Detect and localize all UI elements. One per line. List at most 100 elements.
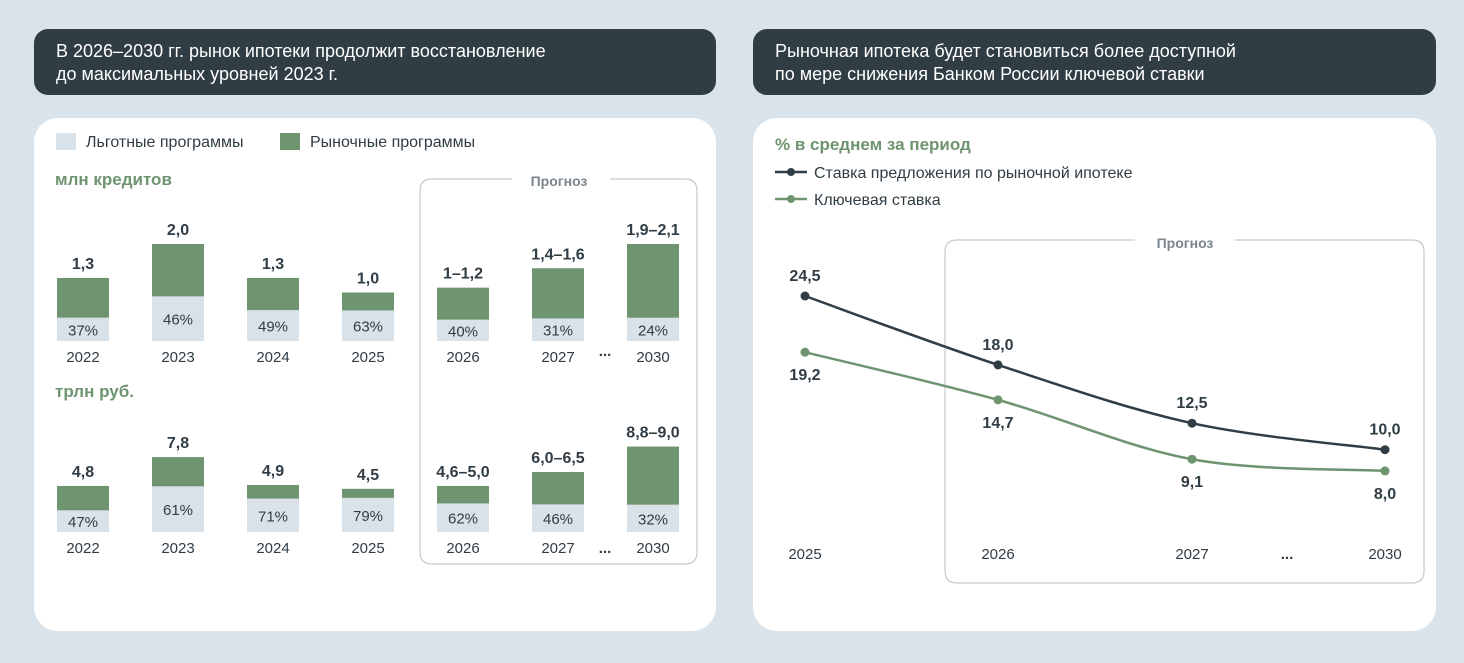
volume-bar-subsidized-2030 xyxy=(627,504,679,532)
series-2-label-2025: 19,2 xyxy=(789,367,820,384)
bar-charts-card: Льготные программы Рыночные программы Прог… xyxy=(34,118,716,631)
series-1-point-2030 xyxy=(1380,445,1390,455)
loans-total-label-2025: 1,0 xyxy=(357,271,379,288)
loans-bar-market-2026 xyxy=(437,287,489,320)
loans-share-label-2026: 40% xyxy=(448,323,478,340)
series-1-point-2027 xyxy=(1187,418,1197,428)
volume-ellipsis: ... xyxy=(599,540,612,557)
line-tick-2025: 2025 xyxy=(788,546,821,563)
line-forecast-label-bg xyxy=(1135,231,1235,249)
volume-bar-subsidized-2026 xyxy=(437,503,489,532)
volume-tick-2025: 2025 xyxy=(351,540,384,557)
volume-bar-subsidized-2022 xyxy=(57,510,109,532)
volume-bar-subsidized-2024 xyxy=(247,498,299,532)
series-1-label-2026: 18,0 xyxy=(982,337,1013,354)
loans-bar-market-2023 xyxy=(152,244,204,297)
series-2-label-2027: 9,1 xyxy=(1181,474,1203,491)
loans-tick-2023: 2023 xyxy=(161,349,194,366)
loans-total-label-2022: 1,3 xyxy=(72,256,94,273)
volume-tick-2024: 2024 xyxy=(256,540,289,557)
volume-bar-subsidized-2025 xyxy=(342,497,394,532)
volume-bar-market-2024 xyxy=(247,484,299,499)
line-forecast-label: Прогноз xyxy=(1157,235,1214,251)
series-1-label-2027: 12,5 xyxy=(1176,395,1207,412)
volume-bar-market-2026 xyxy=(437,485,489,504)
series-line-2 xyxy=(804,350,1386,473)
volume-share-label-2022: 47% xyxy=(68,514,98,531)
series-2-label-2030: 8,0 xyxy=(1374,486,1396,503)
legend-marker-2 xyxy=(787,195,795,203)
volume-bar-market-2030 xyxy=(627,446,679,505)
legend-swatch-subsidized xyxy=(56,133,76,150)
legend-label-1: Ставка предложения по рыночной ипотеке xyxy=(814,165,1133,182)
series-1-point-2025 xyxy=(800,291,810,301)
loans-ellipsis: ... xyxy=(599,343,612,360)
volume-share-label-2026: 62% xyxy=(448,511,478,528)
volume-share-label-2030: 32% xyxy=(638,511,668,528)
loans-total-label-2030: 1,9–2,1 xyxy=(626,222,679,239)
loans-tick-2022: 2022 xyxy=(66,349,99,366)
left-header-line-1: В 2026–2030 гг. рынок ипотеки продолжит … xyxy=(56,41,546,61)
line-chart-svg: % в среднем за период Ставка предложения … xyxy=(775,135,1425,584)
loans-share-label-2024: 49% xyxy=(258,319,288,336)
line-ellipsis: ... xyxy=(1281,546,1294,563)
legend-swatch-market xyxy=(280,133,300,150)
volume-tick-2023: 2023 xyxy=(161,540,194,557)
loans-share-label-2025: 63% xyxy=(353,319,383,336)
forecast-label: Прогноз xyxy=(531,173,588,189)
left-header-line-2: до максимальных уровней 2023 г. xyxy=(56,64,338,84)
legend-label-subsidized: Льготные программы xyxy=(86,134,243,151)
series-line-1 xyxy=(804,294,1386,451)
loans-bar-market-2027 xyxy=(532,268,584,319)
volume-total-label-2030: 8,8–9,0 xyxy=(626,425,679,442)
loans-bar-market-2030 xyxy=(627,244,679,318)
right-header-line-2: по мере снижения Банком России ключевой … xyxy=(775,64,1205,84)
volume-title: трлн руб. xyxy=(55,382,134,401)
volume-tick-2022: 2022 xyxy=(66,540,99,557)
loans-bar-subsidized-2030 xyxy=(627,317,679,341)
loans-title: млн кредитов xyxy=(55,170,172,189)
series-2-point-2025 xyxy=(800,347,810,357)
series-2-point-2026 xyxy=(993,395,1003,405)
volume-share-label-2025: 79% xyxy=(353,508,383,525)
volume-total-label-2023: 7,8 xyxy=(167,435,189,452)
line-forecast-frame xyxy=(944,239,1425,584)
loans-bar-subsidized-2023 xyxy=(152,296,204,341)
volume-bar-market-2025 xyxy=(342,488,394,498)
volume-total-label-2026: 4,6–5,0 xyxy=(436,464,489,481)
loans-tick-2025: 2025 xyxy=(351,349,384,366)
volume-share-label-2027: 46% xyxy=(543,511,573,528)
volume-bar-market-2023 xyxy=(152,457,204,487)
loans-tick-2026: 2026 xyxy=(446,349,479,366)
left-panel-header: В 2026–2030 гг. рынок ипотеки продолжит … xyxy=(34,29,716,95)
volume-bar-market-2022 xyxy=(57,485,109,511)
loans-bar-subsidized-2024 xyxy=(247,310,299,341)
loans-tick-2030: 2030 xyxy=(636,349,669,366)
loans-share-label-2023: 46% xyxy=(163,312,193,329)
bar-charts-svg: Льготные программы Рыночные программы Прог… xyxy=(55,133,698,565)
volume-total-label-2022: 4,8 xyxy=(72,464,94,481)
loans-bar-subsidized-2025 xyxy=(342,310,394,341)
line-chart-card: % в среднем за период Ставка предложения … xyxy=(753,118,1436,631)
loans-share-label-2030: 24% xyxy=(638,322,668,339)
volume-total-label-2024: 4,9 xyxy=(262,463,284,480)
loans-bar-subsidized-2022 xyxy=(57,317,109,341)
line-tick-2026: 2026 xyxy=(981,546,1014,563)
loans-bar-market-2022 xyxy=(57,277,109,318)
loans-share-label-2022: 37% xyxy=(68,322,98,339)
volume-tick-2026: 2026 xyxy=(446,540,479,557)
loans-total-label-2023: 2,0 xyxy=(167,222,189,239)
series-1-label-2030: 10,0 xyxy=(1369,422,1400,439)
volume-bar-subsidized-2023 xyxy=(152,486,204,532)
volume-total-label-2025: 4,5 xyxy=(357,467,379,484)
line-chart-title: % в среднем за период xyxy=(775,135,971,154)
loans-bar-market-2024 xyxy=(247,277,299,311)
legend-label-2: Ключевая ставка xyxy=(814,192,941,209)
volume-tick-2030: 2030 xyxy=(636,540,669,557)
loans-bar-market-2025 xyxy=(342,292,394,311)
right-header-line-1: Рыночная ипотека будет становиться более… xyxy=(775,41,1236,61)
loans-tick-2024: 2024 xyxy=(256,349,289,366)
volume-tick-2027: 2027 xyxy=(541,540,574,557)
loans-total-label-2026: 1–1,2 xyxy=(443,266,483,283)
legend-label-market: Рыночные программы xyxy=(310,134,475,151)
